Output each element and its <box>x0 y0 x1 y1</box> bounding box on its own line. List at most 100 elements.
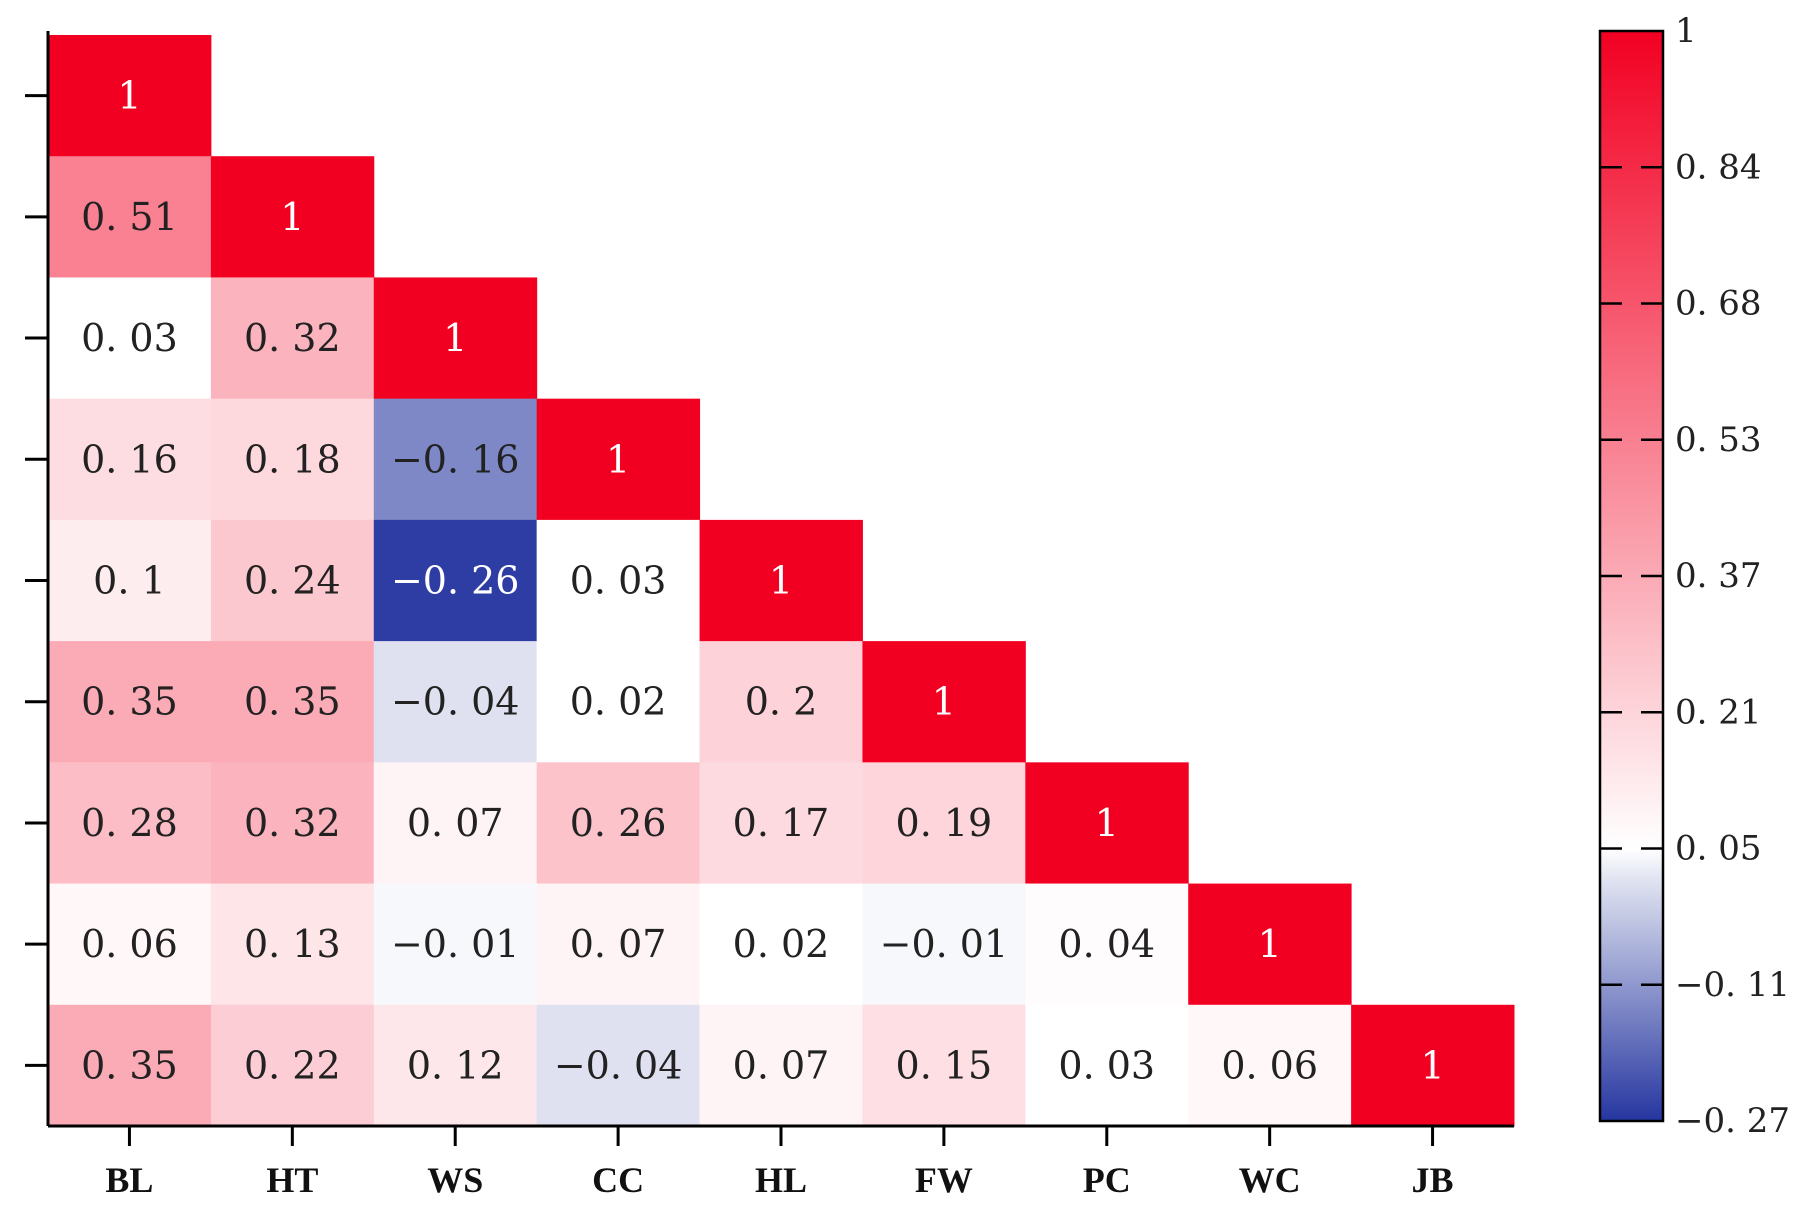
heatmap-cell <box>862 641 1026 763</box>
cell-value-label: 0. 51 <box>81 195 178 239</box>
heatmap-cell <box>373 519 538 642</box>
heatmap-cell <box>48 398 212 521</box>
colorbar-tick-label: −0. 11 <box>1675 965 1790 1005</box>
heatmap-cell <box>48 519 212 642</box>
heatmap-cell <box>210 156 375 278</box>
heatmap-cell <box>862 762 1026 885</box>
colorbar-tick-label: 0. 53 <box>1675 420 1762 460</box>
heatmap-cell <box>536 1004 701 1127</box>
heatmap-cell <box>210 641 375 763</box>
cell-value-label: 0. 17 <box>733 801 830 845</box>
colorbar-tick-label: 0. 37 <box>1675 556 1762 596</box>
cell-value-label: 1 <box>1420 1043 1444 1087</box>
heatmap-cell <box>1188 1004 1352 1127</box>
cell-value-label: 0. 04 <box>1058 922 1155 966</box>
cell-value-label: −0. 01 <box>880 922 1009 966</box>
colorbar-tick-label: 0. 21 <box>1675 692 1762 732</box>
heatmap-cell <box>536 519 701 642</box>
cell-value-label: 0. 22 <box>244 1043 341 1087</box>
cell-value-label: 0. 18 <box>244 437 341 481</box>
heatmap-cell <box>536 883 701 1006</box>
heatmap-cell <box>48 277 212 400</box>
x-tick-label: HT <box>266 1160 318 1200</box>
heatmap-cell <box>48 156 212 278</box>
cell-value-label: −0. 01 <box>391 922 520 966</box>
heatmap-cell <box>373 1004 538 1127</box>
cell-value-label: 1 <box>1258 922 1282 966</box>
cell-value-label: 0. 32 <box>244 316 341 360</box>
cell-value-label: 1 <box>117 74 141 118</box>
heatmap-cell <box>1025 1004 1189 1127</box>
cell-value-label: 0. 06 <box>1221 1043 1318 1087</box>
heatmap-cell <box>536 398 701 521</box>
cell-value-label: 0. 35 <box>81 1043 178 1087</box>
heatmap-cell <box>373 641 538 763</box>
x-tick-label: BL <box>105 1160 153 1200</box>
cell-value-label: 1 <box>606 437 630 481</box>
cell-value-label: 1 <box>932 680 956 724</box>
colorbar-tick-label: 0. 68 <box>1675 284 1762 324</box>
cell-value-label: 0. 35 <box>244 680 341 724</box>
cell-value-label: 0. 03 <box>81 316 178 360</box>
heatmap-cell <box>373 762 538 885</box>
heatmap-cell <box>1025 762 1189 885</box>
x-tick-label: FW <box>915 1160 973 1200</box>
cell-value-label: 0. 13 <box>244 922 341 966</box>
heatmap-cell <box>210 398 375 521</box>
heatmap-cell <box>373 883 538 1006</box>
x-tick-label: HL <box>755 1160 807 1200</box>
cell-value-label: 0. 12 <box>407 1043 504 1087</box>
cell-value-label: 0. 02 <box>733 922 830 966</box>
heatmap-cell <box>862 883 1026 1006</box>
heatmap-cell <box>48 35 212 157</box>
cell-value-label: 0. 06 <box>81 922 178 966</box>
x-tick-label: CC <box>592 1160 644 1200</box>
cell-value-label: −0. 26 <box>391 559 520 603</box>
cell-value-label: 0. 35 <box>81 680 178 724</box>
cell-value-label: 0. 26 <box>570 801 667 845</box>
cell-value-label: 1 <box>1095 801 1119 845</box>
cell-value-label: 0. 02 <box>570 680 667 724</box>
colorbar-tick-label: −0. 27 <box>1675 1101 1790 1141</box>
colorbar-tick-label: 0. 05 <box>1675 829 1762 869</box>
colorbar-tick-label: 0. 84 <box>1675 147 1762 187</box>
heatmap-cell <box>210 277 375 400</box>
cell-value-label: 0. 16 <box>81 437 178 481</box>
cell-value-label: 0. 24 <box>244 559 341 603</box>
cell-value-label: 1 <box>443 316 467 360</box>
heatmap-cell <box>699 519 863 642</box>
cell-value-label: −0. 16 <box>391 437 520 481</box>
x-tick-label: WS <box>427 1160 483 1200</box>
heatmap-cell <box>536 641 701 763</box>
cell-value-label: 0. 2 <box>745 680 818 724</box>
heatmap-cell <box>48 1004 212 1127</box>
cell-value-label: 0. 15 <box>896 1043 993 1087</box>
heatmap-cell <box>1351 1004 1515 1127</box>
heatmap-cell <box>699 1004 863 1127</box>
heatmap-cell <box>210 519 375 642</box>
heatmap-cell <box>699 762 863 885</box>
x-tick-label: PC <box>1083 1160 1131 1200</box>
heatmap-cell <box>48 883 212 1006</box>
x-tick-label: JB <box>1412 1160 1454 1200</box>
heatmap-cell <box>373 398 538 521</box>
heatmap-cell <box>210 883 375 1006</box>
cell-value-label: 0. 19 <box>896 801 993 845</box>
cell-value-label: 0. 28 <box>81 801 178 845</box>
cell-value-label: 1 <box>280 195 304 239</box>
cell-value-label: 0. 03 <box>1058 1043 1155 1087</box>
heatmap-cell <box>48 641 212 763</box>
cell-value-label: 0. 07 <box>570 922 667 966</box>
heatmap-cell <box>699 641 863 763</box>
cell-value-label: 0. 07 <box>733 1043 830 1087</box>
heatmap-cell <box>48 762 212 885</box>
heatmap-cell <box>536 762 701 885</box>
cell-value-label: 0. 32 <box>244 801 341 845</box>
cell-value-label: −0. 04 <box>554 1043 683 1087</box>
cell-value-label: 0. 1 <box>93 559 166 603</box>
heatmap-cell <box>373 277 538 400</box>
heatmap-cell <box>862 1004 1026 1127</box>
heatmap-cell <box>699 883 863 1006</box>
heatmap-cell <box>210 762 375 885</box>
